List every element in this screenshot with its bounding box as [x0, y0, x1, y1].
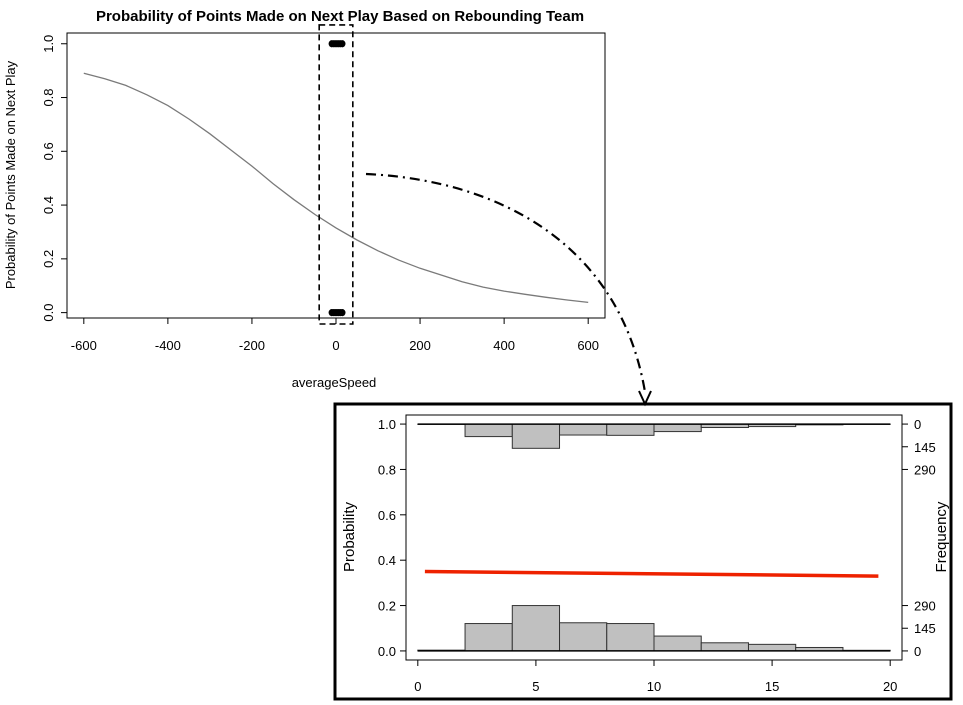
inset-y-tick-label: 0.6	[378, 508, 396, 523]
inset-x-tick-label: 20	[883, 679, 897, 694]
histogram-top	[417, 423, 891, 449]
histogram-bar	[700, 642, 749, 652]
histogram-bar	[559, 423, 608, 436]
inset-frequency-axis: 0 145 290 0 145 290	[902, 417, 936, 659]
arrowhead-icon	[638, 390, 652, 407]
main-x-tick-label: -600	[71, 338, 97, 353]
inset-y2-tick-label: 290	[914, 462, 936, 477]
inset-x-tick-label: 10	[647, 679, 661, 694]
main-x-axis-label: averageSpeed	[292, 375, 377, 390]
fitted-probability-line	[424, 569, 879, 578]
histogram-bottom	[417, 605, 891, 652]
main-plot-frame	[66, 32, 606, 319]
main-x-axis: -600 -400 -200 0 200 400 600	[71, 318, 599, 353]
histogram-bar	[606, 423, 655, 436]
inset-y-axis-label: Probability	[341, 501, 358, 572]
main-chart-title: Probability of Points Made on Next Play …	[96, 8, 584, 25]
inset-y-tick-label: 0.0	[378, 644, 396, 659]
histogram-bar	[464, 623, 513, 652]
inset-x-tick-label: 0	[414, 679, 421, 694]
main-chart: Probability of Points Made on Next Play …	[3, 8, 606, 390]
main-y-tick-label: 0.4	[41, 196, 56, 214]
histogram-bar	[653, 635, 702, 652]
data-point	[339, 40, 346, 48]
main-y-axis-label: Probability of Points Made on Next Play	[3, 60, 18, 289]
main-x-tick-label: 0	[332, 338, 339, 353]
main-x-tick-label: -400	[155, 338, 181, 353]
connector-arrow-line	[365, 172, 647, 393]
histogram-bar	[747, 643, 797, 652]
inset-border	[333, 402, 953, 701]
main-x-tick-label: 200	[409, 338, 431, 353]
main-y-tick-label: 1.0	[41, 35, 56, 53]
inset-y2-tick-label: 290	[914, 599, 936, 614]
histogram-bar	[464, 423, 513, 438]
inset-chart: 0.0 0.2 0.4 0.6 0.8 1.0 0 5 10 15 20 0 145 290 0 145 2…	[333, 402, 953, 701]
inset-y2-tick-label: 145	[914, 621, 936, 636]
main-x-tick-label: 600	[577, 338, 599, 353]
histogram-bar	[653, 423, 702, 433]
inset-y2-tick-label: 0	[914, 417, 921, 432]
histogram-bar	[606, 623, 655, 652]
main-y-tick-label: 0.0	[41, 304, 56, 322]
inset-y-tick-label: 1.0	[378, 417, 396, 432]
inset-y-axis: 0.0 0.2 0.4 0.6 0.8 1.0	[378, 417, 406, 659]
histogram-bar	[559, 622, 608, 652]
inset-y2-tick-label: 145	[914, 440, 936, 455]
highlight-box	[318, 24, 354, 325]
logistic-curve-line	[83, 72, 589, 304]
inset-y2-axis-label: Frequency	[933, 501, 950, 572]
main-y-axis: 0.0 0.2 0.4 0.6 0.8 1.0	[41, 35, 67, 322]
main-y-tick-label: 0.2	[41, 250, 56, 268]
main-x-tick-label: -200	[239, 338, 265, 353]
histogram-bar	[511, 605, 561, 652]
main-y-tick-label: 0.8	[41, 88, 56, 106]
inset-x-tick-label: 5	[532, 679, 539, 694]
main-x-tick-label: 400	[493, 338, 515, 353]
inset-y-tick-label: 0.8	[378, 462, 396, 477]
data-point	[339, 309, 346, 317]
zoom-connector	[365, 172, 652, 407]
main-y-tick-label: 0.6	[41, 142, 56, 160]
data-points	[328, 40, 346, 317]
inset-x-tick-label: 15	[765, 679, 779, 694]
inset-x-axis: 0 5 10 15 20	[414, 660, 897, 694]
histogram-bar	[511, 423, 561, 449]
inset-y-tick-label: 0.4	[378, 553, 396, 568]
inset-y2-tick-label: 0	[914, 644, 921, 659]
inset-y-tick-label: 0.2	[378, 599, 396, 614]
